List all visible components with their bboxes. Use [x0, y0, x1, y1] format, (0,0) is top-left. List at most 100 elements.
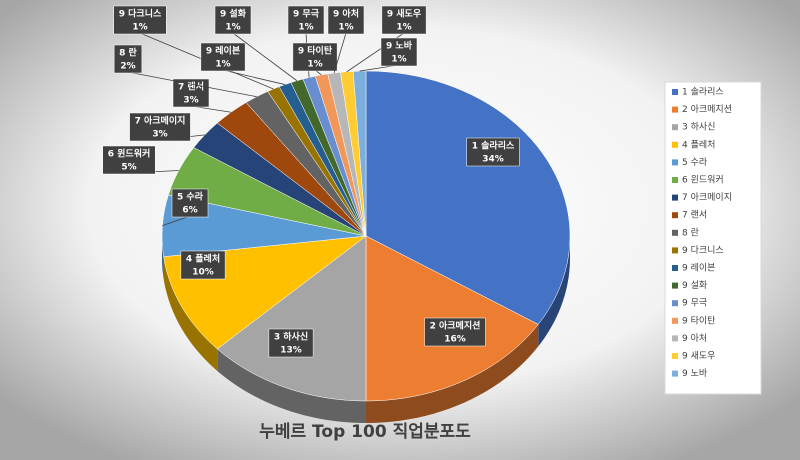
slice-side	[217, 348, 366, 423]
data-label: 7 아크메이지 3%	[129, 112, 205, 142]
leader-line	[222, 69, 286, 85]
label-value: 1%	[225, 23, 240, 33]
label-box	[200, 42, 246, 72]
label-box	[113, 44, 143, 74]
label-category: 9 노바	[386, 40, 413, 52]
label-value: 6%	[182, 206, 197, 216]
legend-label: 9 노바	[682, 368, 708, 379]
label-box	[466, 137, 520, 167]
label-value: 34%	[482, 155, 504, 165]
data-label: 9 노바 1%	[359, 37, 418, 72]
label-category: 5 수라	[177, 191, 204, 203]
legend-swatch	[672, 159, 678, 166]
data-label: 1 솔라리스 34%	[466, 137, 520, 167]
data-label: 2 아크메지션 16%	[424, 317, 486, 347]
label-box	[327, 5, 365, 35]
legend-swatch	[672, 353, 678, 359]
legend-swatch	[672, 177, 678, 183]
data-label: 9 설화 1%	[214, 5, 298, 82]
data-label: 4 플레처 10%	[180, 250, 226, 280]
legend-label: 9 무극	[682, 298, 707, 309]
data-label: 9 새도우 1%	[346, 5, 427, 73]
label-box	[129, 112, 191, 142]
legend-swatch	[672, 282, 678, 289]
label-value: 1%	[307, 60, 322, 70]
label-value: 1%	[391, 55, 406, 65]
label-value: 16%	[444, 335, 466, 345]
label-category: 6 윈드워커	[108, 148, 151, 160]
label-category: 9 설화	[220, 8, 247, 20]
label-box	[172, 78, 210, 108]
slice	[352, 70, 367, 237]
data-label: 9 레이븐 1%	[200, 42, 286, 85]
leader-line	[333, 32, 347, 74]
label-value: 10%	[192, 268, 214, 278]
legend-label: 5 수라	[682, 157, 708, 168]
label-category: 9 새도우	[387, 8, 421, 20]
chart-title: 누베르 Top 100 직업분포도	[259, 422, 471, 442]
legend-swatch	[672, 265, 678, 271]
legend-swatch	[672, 212, 678, 219]
label-category: 9 아처	[333, 8, 359, 20]
legend-swatch	[672, 317, 678, 324]
label-value: 1%	[132, 23, 147, 33]
slice	[216, 235, 367, 402]
label-value: 1%	[215, 60, 230, 70]
label-category: 4 플레처	[186, 253, 220, 265]
legend-label: 9 아처	[682, 332, 707, 344]
legend-label: 8 란	[682, 226, 699, 238]
legend-label: 2 아크메지션	[682, 104, 732, 115]
legend-swatch	[672, 229, 678, 236]
label-box	[171, 188, 209, 218]
label-category: 9 무극	[293, 9, 320, 20]
label-box	[287, 5, 325, 35]
label-value: 13%	[280, 346, 302, 356]
legend-label: 3 하사신	[682, 122, 715, 133]
legend-swatch	[672, 141, 678, 148]
leader-line	[127, 71, 257, 98]
legend-swatch	[672, 300, 678, 307]
legend-swatch	[672, 194, 678, 201]
legend-swatch	[672, 370, 678, 377]
data-label: 6 윈드워커 5%	[102, 145, 179, 175]
data-label: 9 타이탄 1%	[292, 42, 338, 76]
legend-label: 9 타이탄	[682, 315, 715, 326]
legend-label: 7 아크메이지	[682, 192, 732, 203]
data-label: 8 란2%	[113, 44, 257, 98]
label-box	[381, 5, 427, 35]
label-category: 7 아크메이지	[135, 115, 186, 127]
label-box	[113, 5, 167, 35]
data-label: 9 아처 1%	[327, 5, 365, 74]
legend-swatch	[672, 124, 678, 131]
legend-swatch	[672, 335, 678, 342]
data-label: 3 하사신 13%	[268, 328, 314, 358]
label-box	[380, 37, 418, 67]
label-category: 8 란	[119, 47, 137, 59]
legend-swatch	[672, 89, 678, 95]
label-category: 7 랜서	[178, 81, 204, 93]
label-value: 1%	[298, 23, 313, 33]
label-category: 1 솔라리스	[472, 140, 515, 152]
legend-label: 9 다크니스	[682, 245, 724, 256]
slice-side	[366, 324, 539, 423]
label-box	[180, 250, 226, 280]
label-value: 3%	[183, 96, 198, 106]
label-value: 5%	[121, 163, 136, 173]
label-value: 2%	[120, 62, 135, 72]
label-box	[102, 145, 156, 175]
label-category: 9 타이탄	[298, 45, 333, 57]
legend-label: 9 새도우	[682, 351, 715, 362]
leader-line	[162, 215, 191, 227]
label-value: 3%	[152, 130, 167, 140]
label-category: 9 레이븐	[206, 45, 240, 57]
legend-label: 9 설화	[682, 280, 707, 291]
legend-label: 6 윈드워커	[682, 175, 724, 186]
slice-side	[163, 256, 218, 371]
legend-label: 1 솔라리스	[682, 87, 724, 98]
legend-label: 9 레이븐	[682, 263, 715, 274]
leader-line	[232, 32, 298, 82]
data-label: 7 랜서 3%	[172, 78, 232, 113]
slice-side	[538, 236, 570, 347]
legend-swatch	[672, 106, 678, 113]
legend-label: 7 랜서	[682, 210, 707, 221]
